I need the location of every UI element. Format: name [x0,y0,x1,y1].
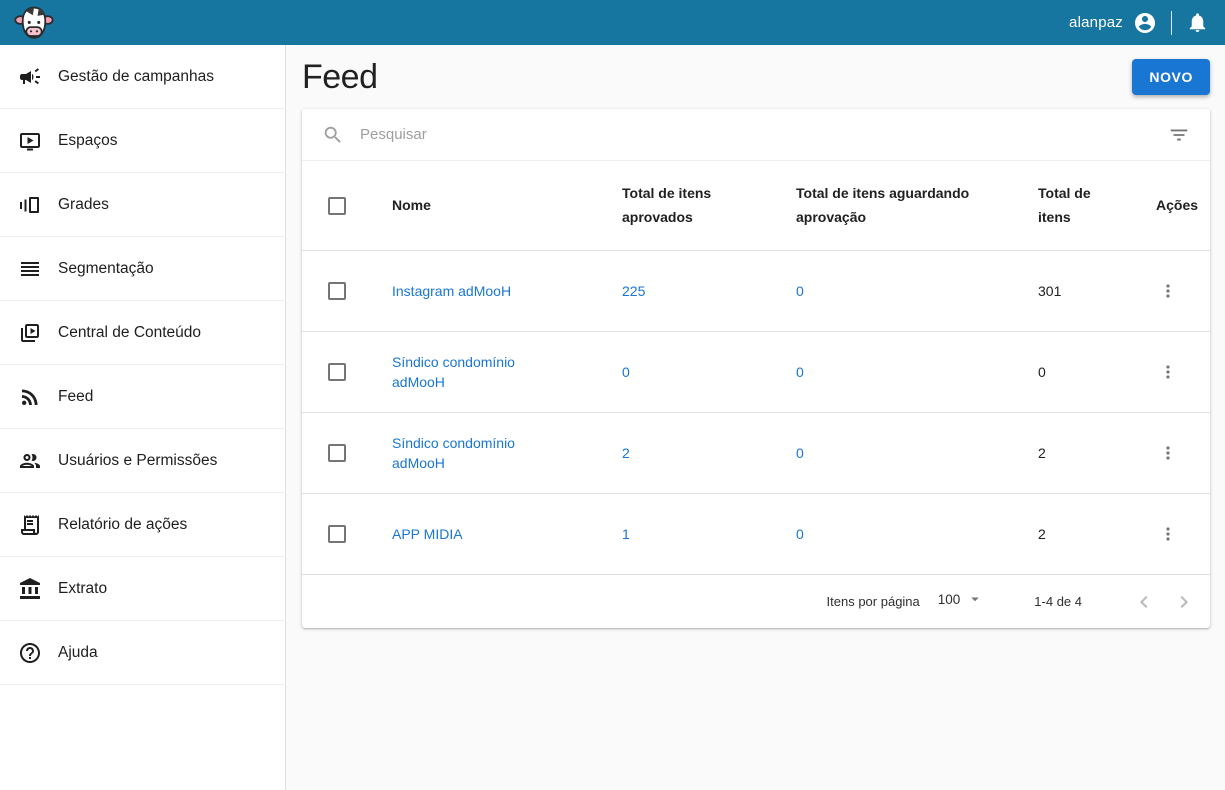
next-page-button[interactable] [1172,590,1196,614]
table-header-row: Nome Total de itens aprovados Total de i… [302,161,1210,251]
total-count: 2 [1038,445,1046,461]
username-label[interactable]: alanpaz [1069,14,1123,31]
column-header-acoes: Ações [1156,196,1199,213]
dropdown-arrow-icon [966,590,984,611]
column-header-aprovados: Total de itens aprovados [622,185,712,225]
sidebar-item-label: Grades [58,195,109,213]
total-count: 301 [1038,283,1062,299]
pagination-bar: Itens por página 100 1-4 de 4 [302,575,1210,628]
sidebar-item-label: Central de Conteúdo [58,323,202,341]
notifications-bell-icon[interactable] [1186,11,1209,34]
search-bar [302,109,1210,161]
row-actions-button[interactable] [1156,522,1180,546]
row-checkbox[interactable] [328,525,346,543]
sidebar-item-label: Feed [58,387,94,405]
sidebar-item-espacos[interactable]: Espaços [0,109,285,173]
sidebar-item-label: Segmentação [58,259,154,277]
row-actions-button[interactable] [1156,279,1180,303]
column-header-nome: Nome [392,196,431,213]
sidebar-item-gestao-de-campanhas[interactable]: Gestão de campanhas [0,45,285,109]
more-vert-icon [1166,527,1170,541]
aprovados-count-link[interactable]: 225 [622,282,646,299]
table-row: APP MIDIA 1 0 2 [302,494,1210,575]
bank-icon [18,577,42,601]
aguardando-count-link[interactable]: 0 [796,525,804,542]
receipt-icon [18,513,42,537]
aprovados-count-link[interactable]: 1 [622,525,630,542]
table-row: Síndico condomínio adMooH 2 0 2 [302,413,1210,494]
burst-mode-icon [18,193,42,217]
sidebar-item-feed[interactable]: Feed [0,365,285,429]
chevron-left-icon [1140,595,1148,608]
topbar: alanpaz [0,0,1225,45]
chevron-right-icon [1180,595,1188,608]
pagination-range-label: 1-4 de 4 [1034,594,1082,609]
sidebar-item-ajuda[interactable]: Ajuda [0,621,285,685]
feed-name-link[interactable]: Instagram adMooH [392,282,512,299]
more-vert-icon [1166,365,1170,379]
page-title: Feed [302,57,378,96]
aprovados-count-link[interactable]: 2 [622,444,630,461]
feed-card: Nome Total de itens aprovados Total de i… [302,109,1210,628]
account-circle-icon[interactable] [1133,11,1157,35]
cow-logo-icon [14,6,54,39]
group-people-icon [18,449,42,473]
row-checkbox[interactable] [328,282,346,300]
more-vert-icon [1166,446,1170,460]
feed-name-link[interactable]: APP MIDIA [392,525,463,542]
table-row: Instagram adMooH 225 0 301 [302,251,1210,332]
reorder-lines-icon [18,257,42,281]
sidebar-item-relatorio-de-acoes[interactable]: Relatório de ações [0,493,285,557]
topbar-user-area: alanpaz [1069,10,1209,35]
items-per-page-select[interactable]: 100 [938,592,985,611]
sidebar-item-label: Relatório de ações [58,515,188,533]
total-count: 0 [1038,364,1046,380]
feed-name-link[interactable]: Síndico condomínio adMooH [392,434,515,471]
admooh-cow-logo[interactable] [14,4,54,42]
row-actions-button[interactable] [1156,360,1180,384]
sidebar-item-usuarios-e-permissoes[interactable]: Usuários e Permissões [0,429,285,493]
row-checkbox[interactable] [328,444,346,462]
help-circle-icon [18,641,42,665]
aprovados-count-link[interactable]: 0 [622,363,630,380]
previous-page-button[interactable] [1132,590,1156,614]
column-header-aguardando: Total de itens aguardando aprovação [796,185,970,225]
aguardando-count-link[interactable]: 0 [796,282,804,299]
novo-button[interactable]: NOVO [1132,59,1210,95]
column-header-total: Total de itens [1038,185,1091,225]
sidebar-item-label: Extrato [58,579,108,597]
sidebar-item-label: Gestão de campanhas [58,67,214,85]
feed-name-link[interactable]: Síndico condomínio adMooH [392,353,515,390]
sidebar-item-grades[interactable]: Grades [0,173,285,237]
total-count: 2 [1038,526,1046,542]
filter-list-icon[interactable] [1168,124,1190,146]
sidebar-item-segmentacao[interactable]: Segmentação [0,237,285,301]
search-icon [322,124,344,146]
sidebar-item-label: Espaços [58,131,118,149]
items-per-page-value: 100 [937,592,961,607]
rss-feed-icon [18,385,42,409]
aguardando-count-link[interactable]: 0 [796,363,804,380]
main-content: Feed NOVO Nome Total de itens aprovados … [286,45,1225,790]
sidebar: Gestão de campanhas Espaços Grades Segme… [0,45,286,790]
select-all-checkbox[interactable] [328,196,346,215]
sidebar-item-extrato[interactable]: Extrato [0,557,285,621]
aguardando-count-link[interactable]: 0 [796,444,804,461]
row-checkbox[interactable] [328,363,346,381]
sidebar-item-central-de-conteudo[interactable]: Central de Conteúdo [0,301,285,365]
topbar-divider [1171,10,1172,35]
smart-display-icon [18,129,42,153]
row-actions-button[interactable] [1156,441,1180,465]
campaign-megaphone-icon [18,65,42,89]
more-vert-icon [1166,284,1170,298]
search-input[interactable] [360,126,1152,143]
items-per-page-label: Itens por página [826,594,920,609]
play-library-icon [18,321,42,345]
table-row: Síndico condomínio adMooH 0 0 0 [302,332,1210,413]
sidebar-item-label: Usuários e Permissões [58,451,218,469]
sidebar-item-label: Ajuda [58,643,98,661]
